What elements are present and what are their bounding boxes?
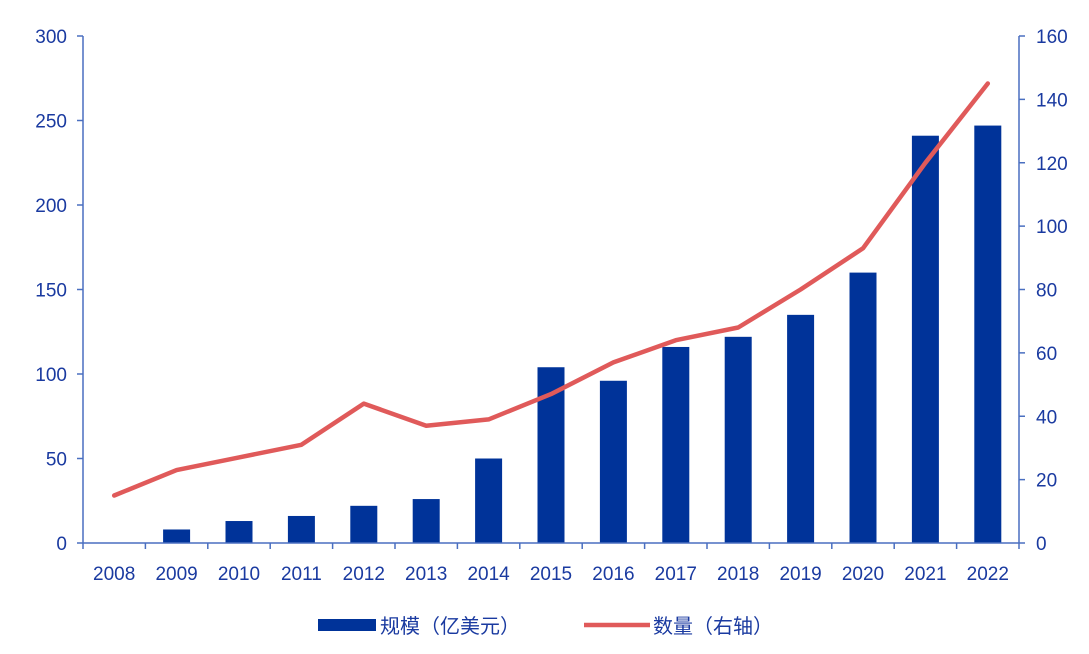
bar-2009 — [163, 529, 191, 543]
right-tick-label: 0 — [1036, 534, 1047, 555]
bar-2017 — [662, 346, 690, 543]
x-tick-label: 2010 — [218, 564, 260, 585]
x-tick-label: 2017 — [655, 564, 697, 585]
bar-2011 — [287, 515, 315, 543]
x-tick-label: 2013 — [405, 564, 447, 585]
right-tick-label: 140 — [1036, 90, 1068, 111]
left-tick-label: 200 — [35, 196, 67, 217]
right-tick-label: 120 — [1036, 154, 1068, 175]
bar-2021 — [911, 135, 939, 543]
bar-2022 — [974, 125, 1002, 543]
left-tick-label: 150 — [35, 281, 67, 302]
bar-2013 — [412, 499, 440, 543]
count-line — [111, 81, 991, 498]
right-tick-label: 40 — [1036, 407, 1057, 428]
right-tick-label: 100 — [1036, 217, 1068, 238]
bar-2014 — [475, 458, 503, 543]
x-tick-label: 2011 — [281, 564, 322, 585]
legend-bar-swatch — [318, 619, 376, 631]
x-tick-label: 2021 — [904, 564, 946, 585]
x-tick-label: 2015 — [530, 564, 572, 585]
bar-2018 — [724, 336, 752, 543]
right-tick-label: 20 — [1036, 471, 1057, 492]
legend-line-label: 数量（右轴） — [653, 614, 773, 638]
left-tick-label: 50 — [46, 450, 67, 471]
left-tick-label: 100 — [35, 365, 67, 386]
bar-2019 — [787, 314, 815, 543]
x-tick-label: 2009 — [155, 564, 197, 585]
x-tick-label: 2008 — [93, 564, 135, 585]
left-tick-label: 250 — [35, 112, 67, 133]
bar-2012 — [350, 505, 378, 543]
x-tick-label: 2020 — [842, 564, 884, 585]
bar-2010 — [225, 521, 253, 543]
left-tick-label: 0 — [56, 534, 67, 555]
right-tick-label: 60 — [1036, 344, 1057, 365]
right-tick-label: 80 — [1036, 281, 1057, 302]
x-tick-label: 2018 — [717, 564, 759, 585]
bar-series — [163, 125, 1002, 543]
x-tick-label: 2014 — [467, 564, 510, 585]
bar-2016 — [599, 380, 627, 543]
x-tick-label: 2019 — [779, 564, 821, 585]
line-series — [111, 81, 991, 498]
x-tick-label: 2022 — [967, 564, 1009, 585]
legend: 规模（亿美元） 数量（右轴） — [318, 614, 773, 638]
bar-2020 — [849, 272, 877, 543]
axes: 0 50 100 150 200 250 300 0 20 40 60 80 100 120 140 160 2… — [35, 27, 1067, 585]
left-tick-label: 300 — [35, 27, 67, 48]
x-tick-label: 2016 — [592, 564, 634, 585]
x-tick-label: 2012 — [343, 564, 385, 585]
legend-bar-label: 规模（亿美元） — [380, 614, 520, 638]
right-tick-label: 160 — [1036, 27, 1068, 48]
